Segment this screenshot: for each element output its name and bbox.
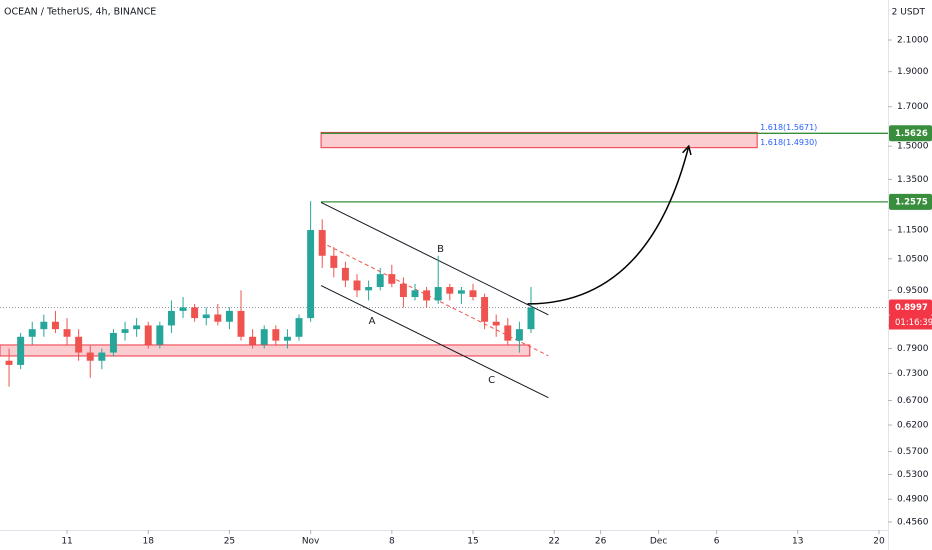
x-tick-label: 8 (389, 537, 395, 547)
x-tick-label: 26 (595, 537, 607, 547)
candle-body (446, 287, 454, 294)
candle-body (86, 352, 94, 361)
candle-body (179, 307, 187, 311)
candle-body (51, 321, 59, 330)
candle-body (527, 307, 535, 330)
x-tick-label: 13 (792, 537, 803, 547)
candle-body (144, 325, 152, 345)
y-tick-label: 0.7300 (897, 369, 929, 379)
y-tick-label: 1.1500 (897, 226, 929, 236)
candle-body (481, 297, 489, 322)
candle-body (75, 336, 83, 353)
price-label: 1.2575 (895, 197, 928, 207)
candle-body (237, 310, 245, 337)
candle-body (504, 325, 512, 341)
y-tick-label: 0.5300 (897, 470, 929, 480)
candle-body (191, 307, 199, 319)
candle-body (434, 287, 442, 301)
chart-title: OCEAN / TetherUS, 4h, BINANCE (4, 7, 156, 18)
wave-label: B (437, 244, 444, 255)
x-tick-label: 6 (714, 537, 720, 547)
candle-body (249, 336, 257, 345)
candle-body (121, 329, 129, 333)
y-tick-label: 0.9500 (897, 286, 929, 296)
y-tick-label: 1.7000 (897, 102, 929, 112)
y-tick-label: 1.3500 (897, 175, 929, 185)
y-tick-label: 0.7900 (897, 344, 929, 354)
candle-body (330, 255, 338, 268)
candle-body (272, 329, 280, 341)
candle-body (40, 321, 48, 330)
candle-body (202, 314, 210, 319)
candle-body (167, 310, 175, 326)
channel-line (320, 285, 549, 399)
y-tick-label: 0.5700 (897, 447, 929, 457)
y-tick-label: 0.4900 (897, 495, 929, 505)
y-tick-label: 1.9000 (897, 67, 929, 77)
x-tick-label: 11 (61, 537, 72, 547)
arrow-head (682, 144, 692, 156)
candle-body (399, 283, 407, 298)
x-tick-label: 15 (467, 537, 478, 547)
candle-body (411, 290, 419, 298)
countdown-bg (889, 315, 932, 330)
fib-label: 1.618(1.4930) (760, 138, 817, 147)
y-tick-label: 0.4560 (897, 517, 929, 527)
candle-body (515, 329, 523, 341)
wave-label: A (369, 316, 376, 327)
x-tick-label: 22 (548, 537, 559, 547)
candle-body (98, 352, 106, 361)
candle-body (423, 290, 431, 301)
price-label-bg (889, 125, 932, 142)
y-tick-label: 0.6200 (897, 420, 929, 430)
price-label-bg (889, 299, 932, 316)
channel-line (320, 202, 549, 316)
candle-body (307, 230, 315, 319)
candle-body (156, 325, 164, 345)
countdown: 01:16:39 (895, 318, 932, 328)
candle-body (133, 325, 141, 330)
x-tick-label: 18 (143, 537, 155, 547)
candle-body (17, 336, 25, 365)
y-tick-label: 1.0500 (897, 254, 929, 264)
candle-body (457, 290, 465, 294)
candle-body (28, 329, 36, 337)
candle-body (353, 280, 361, 291)
x-tick-label: 20 (873, 537, 885, 547)
candle-body (376, 274, 384, 288)
candle-body (341, 267, 349, 281)
candle-body (492, 321, 500, 326)
arrow (527, 146, 690, 305)
unit-label: 2 USDT (892, 8, 926, 18)
y-tick-label: 1.5000 (897, 142, 929, 152)
price-label: 0.8997 (895, 303, 928, 313)
x-tick-label: Nov (302, 537, 320, 547)
candle-body (469, 290, 477, 298)
y-tick-label: 0.6700 (897, 396, 929, 406)
price-label: 1.5626 (895, 129, 928, 139)
price-label-bg (889, 193, 932, 210)
candle-body (109, 332, 117, 353)
fib-label: 1.618(1.5671) (760, 123, 817, 132)
candle-body (63, 329, 71, 337)
candle-body (388, 274, 396, 284)
wave-label: C (488, 375, 495, 386)
x-tick-label: 25 (224, 537, 235, 547)
zone (0, 344, 531, 357)
candle-body (214, 314, 222, 322)
candle-body (225, 310, 233, 322)
y-tick-label: 2.1000 (897, 36, 929, 46)
x-tick-label: Dec (650, 537, 667, 547)
candle-body (318, 230, 326, 256)
candle-body (295, 318, 303, 337)
candle-body (283, 336, 291, 341)
candle-body (365, 287, 373, 291)
candle-body (260, 329, 268, 345)
zone (320, 131, 758, 149)
candle-body (5, 360, 13, 365)
